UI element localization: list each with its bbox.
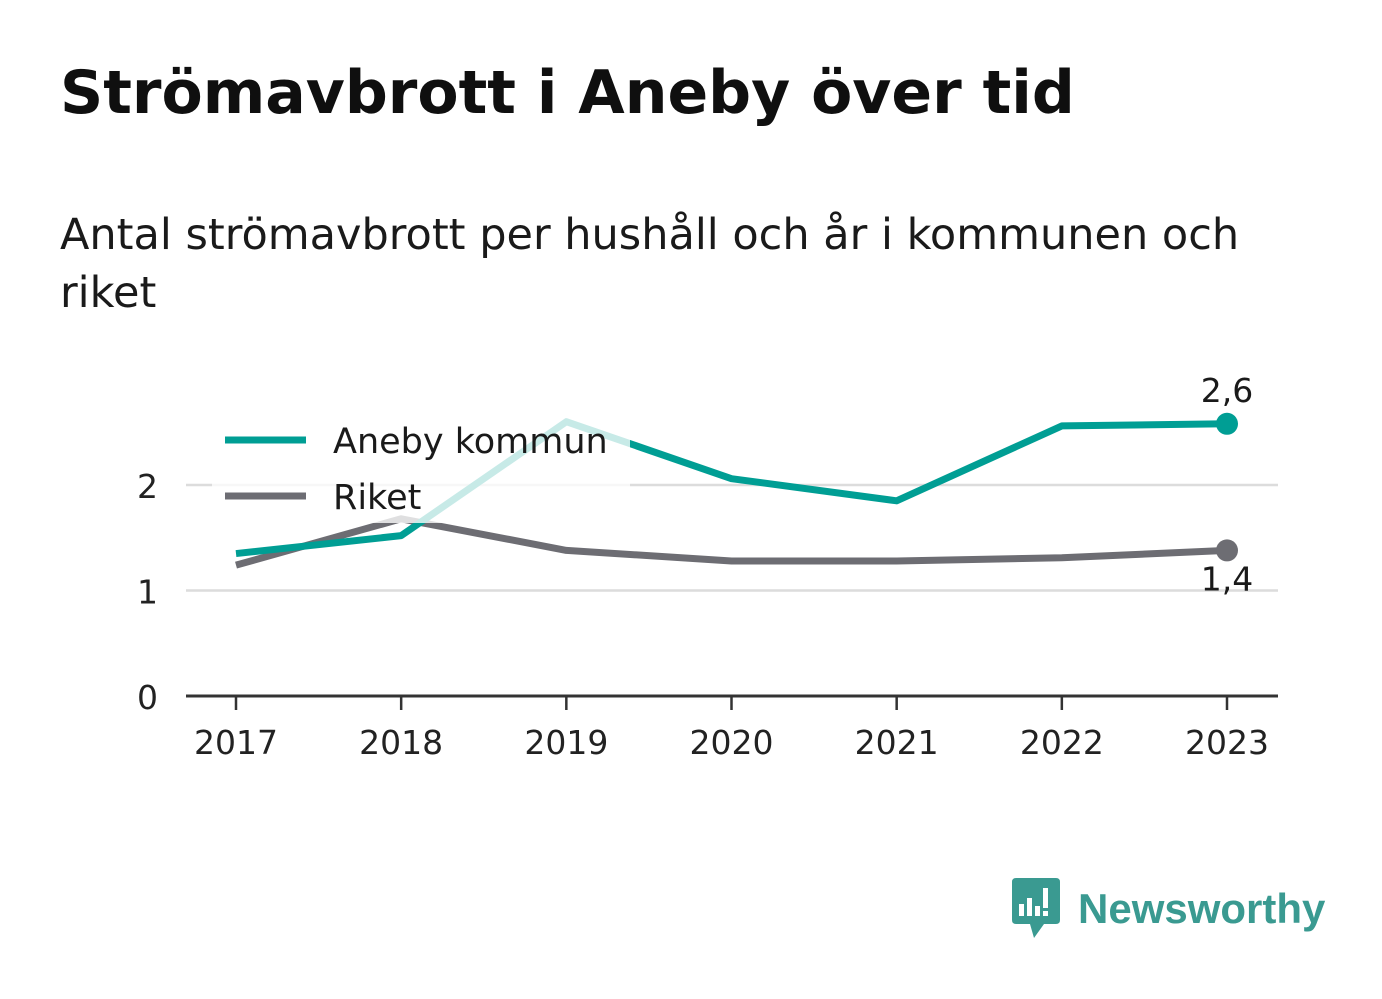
brand-name: Newsworthy [1078,885,1326,932]
x-tick-label-2022: 2022 [1020,723,1104,762]
x-tick-label-2017: 2017 [194,723,278,762]
legend-label-riket: Riket [333,478,421,518]
series-line-riket [235,515,1228,569]
y-tick-label-1: 1 [137,573,158,612]
end-marker-riket [1216,539,1238,562]
legend-box [212,408,630,523]
legend: Aneby kommun Riket [225,422,608,518]
newsworthy-logo-icon [1012,878,1060,938]
legend-background [212,408,630,523]
y-axis-tick-labels: 0 1 2 [137,467,158,717]
y-tick-label-2: 2 [137,467,158,506]
x-tick-label-2018: 2018 [359,723,443,762]
end-markers: 2,6 1,4 [1201,371,1253,599]
x-tick-label-2020: 2020 [690,723,774,762]
end-marker-aneby-kommun [1216,412,1238,435]
x-axis: 2017 2018 2019 2020 2021 2022 2023 [186,694,1278,762]
chart-title: Strömavbrott i Aneby över tid [60,58,1075,128]
end-label-riket: 1,4 [1201,559,1253,598]
chart-subtitle: Antal strömavbrott per hushåll och år i … [60,210,1240,318]
end-label-aneby-kommun: 2,6 [1201,371,1253,410]
legend-label-aneby-kommun: Aneby kommun [333,422,608,462]
x-tick-label-2019: 2019 [524,723,608,762]
x-tick-label-2023: 2023 [1185,723,1269,762]
brand-logo: Newsworthy [1010,876,1325,942]
x-tick-label-2021: 2021 [855,723,939,762]
series-line-aneby-kommun [235,418,1228,558]
y-tick-label-0: 0 [137,678,158,717]
